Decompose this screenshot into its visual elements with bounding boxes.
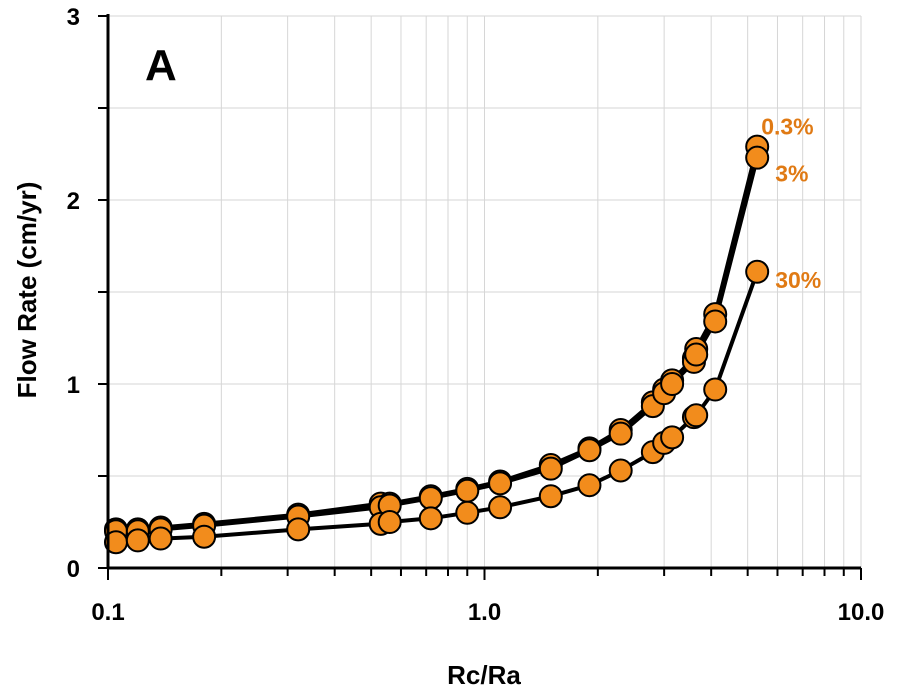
data-point (608, 458, 633, 483)
data-point (192, 524, 217, 549)
data-point (538, 456, 563, 481)
data-point (538, 484, 563, 509)
labels: 0.1 1.0 10.0 0 1 2 3 0.3% 3% 30% (67, 4, 885, 626)
y-tick-label: 1 (67, 372, 80, 399)
gridlines (108, 15, 862, 568)
y-tick-label: 2 (67, 188, 80, 215)
data-point (418, 486, 443, 511)
data-point (455, 478, 480, 503)
series-label: 3% (775, 161, 808, 187)
data-point (418, 506, 443, 531)
series-layer (103, 134, 770, 555)
series-line (116, 157, 760, 534)
series-label: 30% (775, 267, 821, 293)
data-point (125, 528, 150, 553)
y-tick-label: 3 (67, 4, 80, 31)
data-point (488, 471, 513, 496)
y-axis-title: Flow Rate (cm/yr) (12, 182, 42, 399)
x-axis-title: Rc/Ra (447, 660, 521, 690)
x-tick-label: 0.1 (91, 599, 124, 626)
panel-label: A (145, 41, 177, 90)
data-point (684, 403, 709, 428)
data-point (577, 438, 602, 463)
data-point (684, 342, 709, 367)
data-point (745, 259, 770, 284)
data-point (745, 145, 770, 170)
data-point (455, 500, 480, 525)
series-label: 0.3% (761, 114, 813, 140)
axes (98, 14, 862, 580)
data-point (377, 510, 402, 534)
series-line (116, 146, 760, 532)
data-point (148, 526, 173, 551)
data-point (703, 309, 728, 334)
y-tick-label: 0 (67, 556, 80, 583)
data-point (488, 495, 513, 520)
data-point (286, 517, 311, 542)
data-point (660, 425, 685, 450)
x-tick-label: 1.0 (468, 599, 501, 626)
data-point (608, 421, 633, 446)
x-tick-label: 10.0 (838, 599, 885, 626)
data-point (577, 473, 602, 498)
data-point (660, 372, 685, 396)
data-point (703, 377, 728, 402)
